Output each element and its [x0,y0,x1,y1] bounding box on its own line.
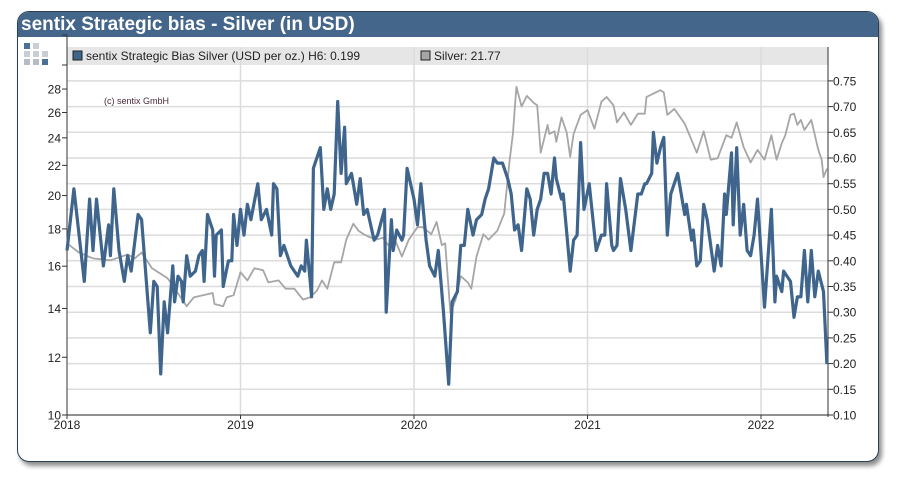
sentix-logo-icon [24,43,48,65]
right-tick-label: 0.55 [833,177,857,191]
left-tick-label: 14 [48,302,62,316]
legend-label-bias: sentix Strategic Bias Silver (USD per oz… [86,49,360,63]
left-tick-label: 12 [48,351,62,365]
left-tick-label: 10 [48,409,62,423]
x-tick-label: 2019 [227,418,254,432]
strategic-bias-line [65,99,829,386]
right-tick-label: 0.30 [833,306,857,320]
chart-title: sentix Strategic bias - Silver (in USD) [18,12,878,37]
right-tick-label: 0.40 [833,254,857,268]
right-tick-label: 0.20 [833,357,857,371]
right-tick-label: 0.15 [833,383,857,397]
right-tick-label: 0.75 [833,74,857,88]
right-tick-label: 0.25 [833,331,857,345]
left-tick-label: 20 [48,189,62,203]
legend-item-bias[interactable]: sentix Strategic Bias Silver (USD per oz… [72,49,360,63]
right-tick-label: 0.60 [833,152,857,166]
right-tick-label: 0.50 [833,203,857,217]
x-tick-label: 2020 [401,418,428,432]
right-tick-label: 0.35 [833,280,857,294]
legend-label-silver: Silver: 21.77 [434,49,501,63]
right-tick-label: 0.45 [833,229,857,243]
right-tick-label: 0.10 [833,409,857,423]
copyright-note: (c) sentix GmbH [104,96,169,106]
left-tick-label: 28 [48,83,62,97]
right-tick-label: 0.65 [833,126,857,140]
legend-bar [67,47,828,65]
left-tick-label: 18 [48,222,62,236]
silver-price-line [66,85,828,314]
left-tick-label: 16 [48,260,62,274]
x-tick-label: 2022 [748,418,775,432]
left-tick-label: 24 [48,131,62,145]
x-tick-label: 2018 [54,418,81,432]
x-tick-label: 2021 [574,418,601,432]
legend-item-silver[interactable]: Silver: 21.77 [420,49,501,63]
chart-panel: sentix Strategic bias - Silver (in USD) [17,11,879,462]
left-tick-label: 26 [48,106,62,120]
right-tick-label: 0.70 [833,100,857,114]
left-tick-label: 22 [48,159,62,173]
